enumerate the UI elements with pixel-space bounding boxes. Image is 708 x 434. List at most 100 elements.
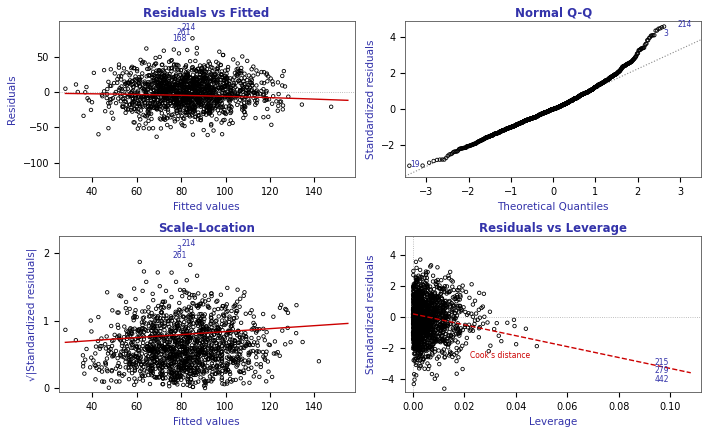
Point: [197, 342, 208, 349]
Point: [206, 345, 217, 352]
Point: [164, 355, 175, 362]
Point: [145, 104, 156, 111]
Point: [147, 290, 159, 297]
Point: [118, 345, 130, 352]
Point: [556, 102, 568, 109]
Point: [165, 97, 176, 104]
Point: [159, 345, 170, 352]
Point: [135, 329, 147, 335]
Point: [178, 86, 190, 93]
Point: [452, 302, 464, 309]
Point: [188, 85, 200, 92]
Point: [580, 89, 591, 96]
Point: [195, 116, 206, 123]
Point: [129, 367, 140, 374]
Point: [549, 105, 560, 112]
Point: [132, 347, 144, 354]
Point: [165, 354, 176, 361]
Point: [429, 297, 440, 304]
Point: [518, 118, 529, 125]
Point: [422, 313, 433, 320]
Point: [416, 317, 427, 324]
Point: [518, 118, 530, 125]
Point: [430, 280, 441, 287]
Point: [539, 109, 550, 116]
Point: [409, 326, 421, 333]
Point: [421, 282, 433, 289]
Point: [412, 306, 423, 313]
Point: [427, 342, 438, 349]
Point: [455, 145, 467, 152]
Point: [514, 120, 525, 127]
Point: [161, 95, 173, 102]
Point: [442, 335, 453, 342]
Point: [238, 78, 249, 85]
Point: [164, 82, 175, 89]
Point: [198, 94, 209, 101]
Point: [204, 78, 215, 85]
Point: [542, 108, 554, 115]
Point: [527, 114, 539, 121]
Point: [421, 353, 432, 360]
Point: [409, 284, 420, 291]
Point: [420, 326, 431, 333]
Point: [426, 337, 438, 344]
Point: [421, 296, 432, 303]
Point: [198, 72, 209, 79]
Point: [563, 99, 574, 105]
Point: [530, 114, 541, 121]
Point: [533, 112, 544, 118]
Point: [137, 322, 148, 329]
Point: [540, 109, 552, 116]
Point: [408, 320, 419, 327]
Point: [138, 87, 149, 94]
Point: [170, 96, 181, 103]
Point: [155, 85, 166, 92]
Point: [416, 335, 428, 342]
Point: [200, 342, 212, 349]
Point: [570, 95, 581, 102]
Point: [268, 93, 279, 100]
Point: [410, 310, 421, 317]
Point: [568, 96, 579, 103]
Point: [422, 290, 433, 297]
Point: [552, 104, 563, 111]
Point: [112, 321, 123, 328]
Point: [520, 117, 531, 124]
Point: [414, 294, 426, 301]
Point: [440, 326, 451, 332]
Point: [243, 86, 254, 93]
Point: [233, 328, 244, 335]
Point: [234, 368, 245, 375]
Point: [244, 92, 255, 99]
Point: [503, 125, 514, 132]
Point: [539, 109, 550, 116]
Point: [266, 374, 278, 381]
Point: [113, 324, 124, 331]
Point: [195, 360, 206, 367]
Point: [184, 347, 195, 354]
Point: [177, 95, 188, 102]
Point: [158, 72, 169, 79]
Point: [407, 305, 418, 312]
Point: [217, 52, 229, 59]
Point: [501, 125, 512, 132]
Point: [150, 353, 161, 360]
Point: [81, 345, 92, 352]
Point: [209, 72, 220, 79]
Point: [174, 87, 185, 94]
Point: [416, 296, 428, 303]
Point: [149, 79, 161, 86]
Point: [232, 353, 243, 360]
Point: [452, 339, 464, 346]
Point: [176, 82, 188, 89]
Point: [134, 352, 145, 359]
Point: [178, 76, 189, 83]
Point: [105, 66, 116, 73]
Point: [160, 333, 171, 340]
Point: [162, 82, 173, 89]
Point: [207, 351, 218, 358]
Point: [177, 323, 188, 330]
Point: [422, 284, 433, 291]
Point: [476, 137, 488, 144]
